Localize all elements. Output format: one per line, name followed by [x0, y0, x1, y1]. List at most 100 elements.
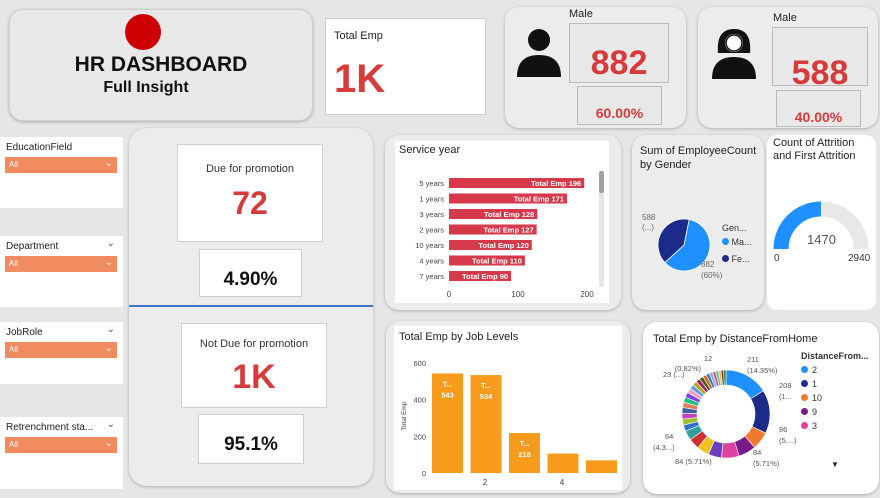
due-promotion-pct: 4.90%: [223, 269, 278, 290]
chevron-down-icon: ⌄: [104, 438, 113, 449]
male-silhouette-icon: [517, 29, 561, 77]
chevron-down-icon[interactable]: ⌄: [106, 238, 115, 249]
legend-title: DistanceFrom...: [801, 351, 869, 361]
job-levels-card: Total Emp by Job Levels 0 200 400 600 Total …: [386, 321, 630, 493]
scrollbar-track: [599, 171, 604, 287]
slicer-dropdown[interactable]: All ⌄: [5, 157, 117, 173]
job-levels-bar-chart: 0 200 400 600 Total Emp T... 543 T... 534 T... 218…: [401, 359, 617, 487]
donut-data-label: 86: [779, 425, 787, 434]
bar-data-label: T...: [519, 439, 529, 448]
donut-data-label: 84 (5.71%): [675, 457, 712, 466]
gauge-max: 2940: [848, 253, 871, 264]
bar-data-label: Total Emp 196: [531, 179, 581, 188]
donut-data-label: (1...: [779, 392, 792, 401]
due-promotion-label: Due for promotion: [205, 163, 295, 175]
not-due-promotion-label: Not Due for promotion: [199, 338, 309, 350]
gauge-min: 0: [774, 253, 780, 264]
legend-item[interactable]: 9: [801, 407, 822, 417]
bar: [449, 255, 525, 266]
male-pct-box: 60.00%: [577, 86, 662, 125]
legend-item[interactable]: 10: [801, 393, 822, 403]
chevron-down-icon[interactable]: ⌄: [106, 419, 115, 430]
slicer-education-field[interactable]: EducationField All ⌄: [0, 137, 123, 208]
pie-label-female-pct: (...): [642, 223, 654, 232]
logo-circle: [125, 14, 161, 50]
female-pct-box: 40.00%: [776, 90, 861, 127]
slicer-job-role[interactable]: JobRole ⌄ All ⌄: [0, 322, 123, 384]
chevron-down-icon: ⌄: [104, 257, 113, 268]
donut-data-label: 23 (...): [663, 370, 685, 379]
legend-label: 3: [812, 421, 818, 431]
donut-data-label: (14.35%): [747, 366, 778, 375]
y-tick-label: 600: [413, 359, 426, 368]
bar-data-label: 218: [518, 450, 531, 459]
slicer-title: Retrenchment sta...: [6, 422, 94, 433]
pie-label-male: 882: [701, 260, 715, 269]
slicer-department[interactable]: Department ⌄ All ⌄: [0, 236, 123, 307]
x-tick-label: 2: [483, 478, 488, 487]
chart-title: Sum of EmployeeCount by Gender: [640, 145, 757, 171]
donut-data-label: 208: [779, 381, 792, 390]
slicer-dropdown[interactable]: All ⌄: [5, 437, 117, 453]
legend-item[interactable]: 2: [801, 365, 822, 375]
gauge-value: 1470: [807, 232, 836, 247]
x-tick-label: 4: [560, 478, 565, 487]
pie-label-female: 588: [642, 213, 656, 222]
y-axis-label: Total Emp: [401, 401, 408, 430]
service-year-chart: Service year 5 years Total Emp 196 1 years…: [395, 141, 609, 303]
legend-item[interactable]: Ma...: [722, 237, 752, 247]
legend-dot: [801, 408, 808, 415]
bar-data-label: Total Emp 128: [484, 210, 534, 219]
female-label: Male: [773, 12, 797, 24]
bar-data-label: 543: [441, 390, 454, 399]
bar-data-label: Total Emp 171: [514, 195, 564, 204]
chart-title: Total Emp by Job Levels: [399, 331, 519, 343]
slicer-retrenchment-status[interactable]: Retrenchment sta... ⌄ All ⌄: [0, 417, 123, 489]
slicer-dropdown[interactable]: All ⌄: [5, 342, 117, 358]
legend-label: Fe...: [731, 254, 750, 264]
bar: [509, 433, 540, 473]
legend-dot: [801, 380, 808, 387]
legend-scroll-icon[interactable]: ▼: [831, 460, 839, 469]
donut-data-label: (0.82%): [675, 364, 702, 373]
y-tick-label: 2 years: [419, 226, 444, 235]
bar: [432, 373, 463, 473]
legend-item[interactable]: 3: [801, 421, 822, 431]
pie-slice-male: [664, 219, 711, 272]
bar: [547, 453, 579, 473]
x-tick-label: 100: [511, 290, 525, 299]
bar: [586, 460, 617, 473]
donut-data-label: 64: [665, 432, 673, 441]
donut-data-label: (4.3...): [653, 443, 675, 452]
bar-data-label: Total Emp 110: [472, 257, 522, 266]
page-title: HR DASHBOARD: [74, 53, 248, 76]
pie-slice-female: [657, 218, 690, 264]
bar-data-label: T...: [442, 379, 452, 388]
male-card: Male 882 60.00%: [505, 7, 686, 128]
slicer-title: EducationField: [6, 142, 73, 153]
chevron-down-icon[interactable]: ⌄: [106, 324, 115, 335]
promotion-panel: Due for promotion 72 4.90% Not Due for p…: [129, 128, 373, 486]
bar-data-label: 534: [480, 392, 493, 401]
legend-item[interactable]: 1: [801, 379, 822, 389]
slicer-dropdown[interactable]: All ⌄: [5, 256, 117, 272]
y-tick-label: 1 years: [419, 195, 444, 204]
female-silhouette-icon: [712, 29, 756, 79]
y-tick-label: 200: [413, 432, 426, 441]
bar: [449, 271, 512, 281]
service-year-card: Service year 5 years Total Emp 196 1 years…: [385, 135, 621, 310]
slicer-title: JobRole: [6, 327, 43, 338]
legend-label: 2: [812, 365, 818, 375]
legend-label: 1: [812, 379, 818, 389]
divider: [129, 305, 373, 307]
donut-data-label: (5.71%): [753, 459, 780, 468]
legend-label: Ma...: [731, 237, 752, 247]
legend-item[interactable]: Fe...: [722, 254, 750, 264]
bar: [449, 193, 567, 204]
due-promotion-card: Due for promotion 72: [177, 144, 323, 242]
slicer-title: Department: [6, 241, 59, 252]
chart-title: Service year: [399, 144, 461, 156]
y-tick-label: 4 years: [419, 257, 444, 266]
slicer-value: All: [9, 440, 18, 449]
slicer-value: All: [9, 259, 18, 268]
